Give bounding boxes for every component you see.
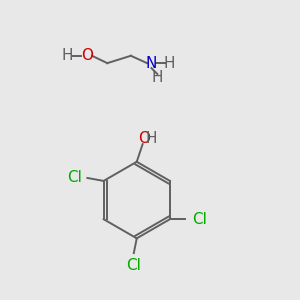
Text: Cl: Cl bbox=[126, 258, 141, 273]
Text: H: H bbox=[152, 70, 163, 86]
Text: H: H bbox=[62, 48, 73, 63]
Text: Cl: Cl bbox=[67, 170, 82, 185]
Text: O: O bbox=[81, 48, 93, 63]
Text: N: N bbox=[146, 56, 157, 70]
Text: H: H bbox=[145, 131, 157, 146]
Text: O: O bbox=[138, 131, 150, 146]
Text: Cl: Cl bbox=[192, 212, 207, 227]
Text: H: H bbox=[164, 56, 175, 70]
